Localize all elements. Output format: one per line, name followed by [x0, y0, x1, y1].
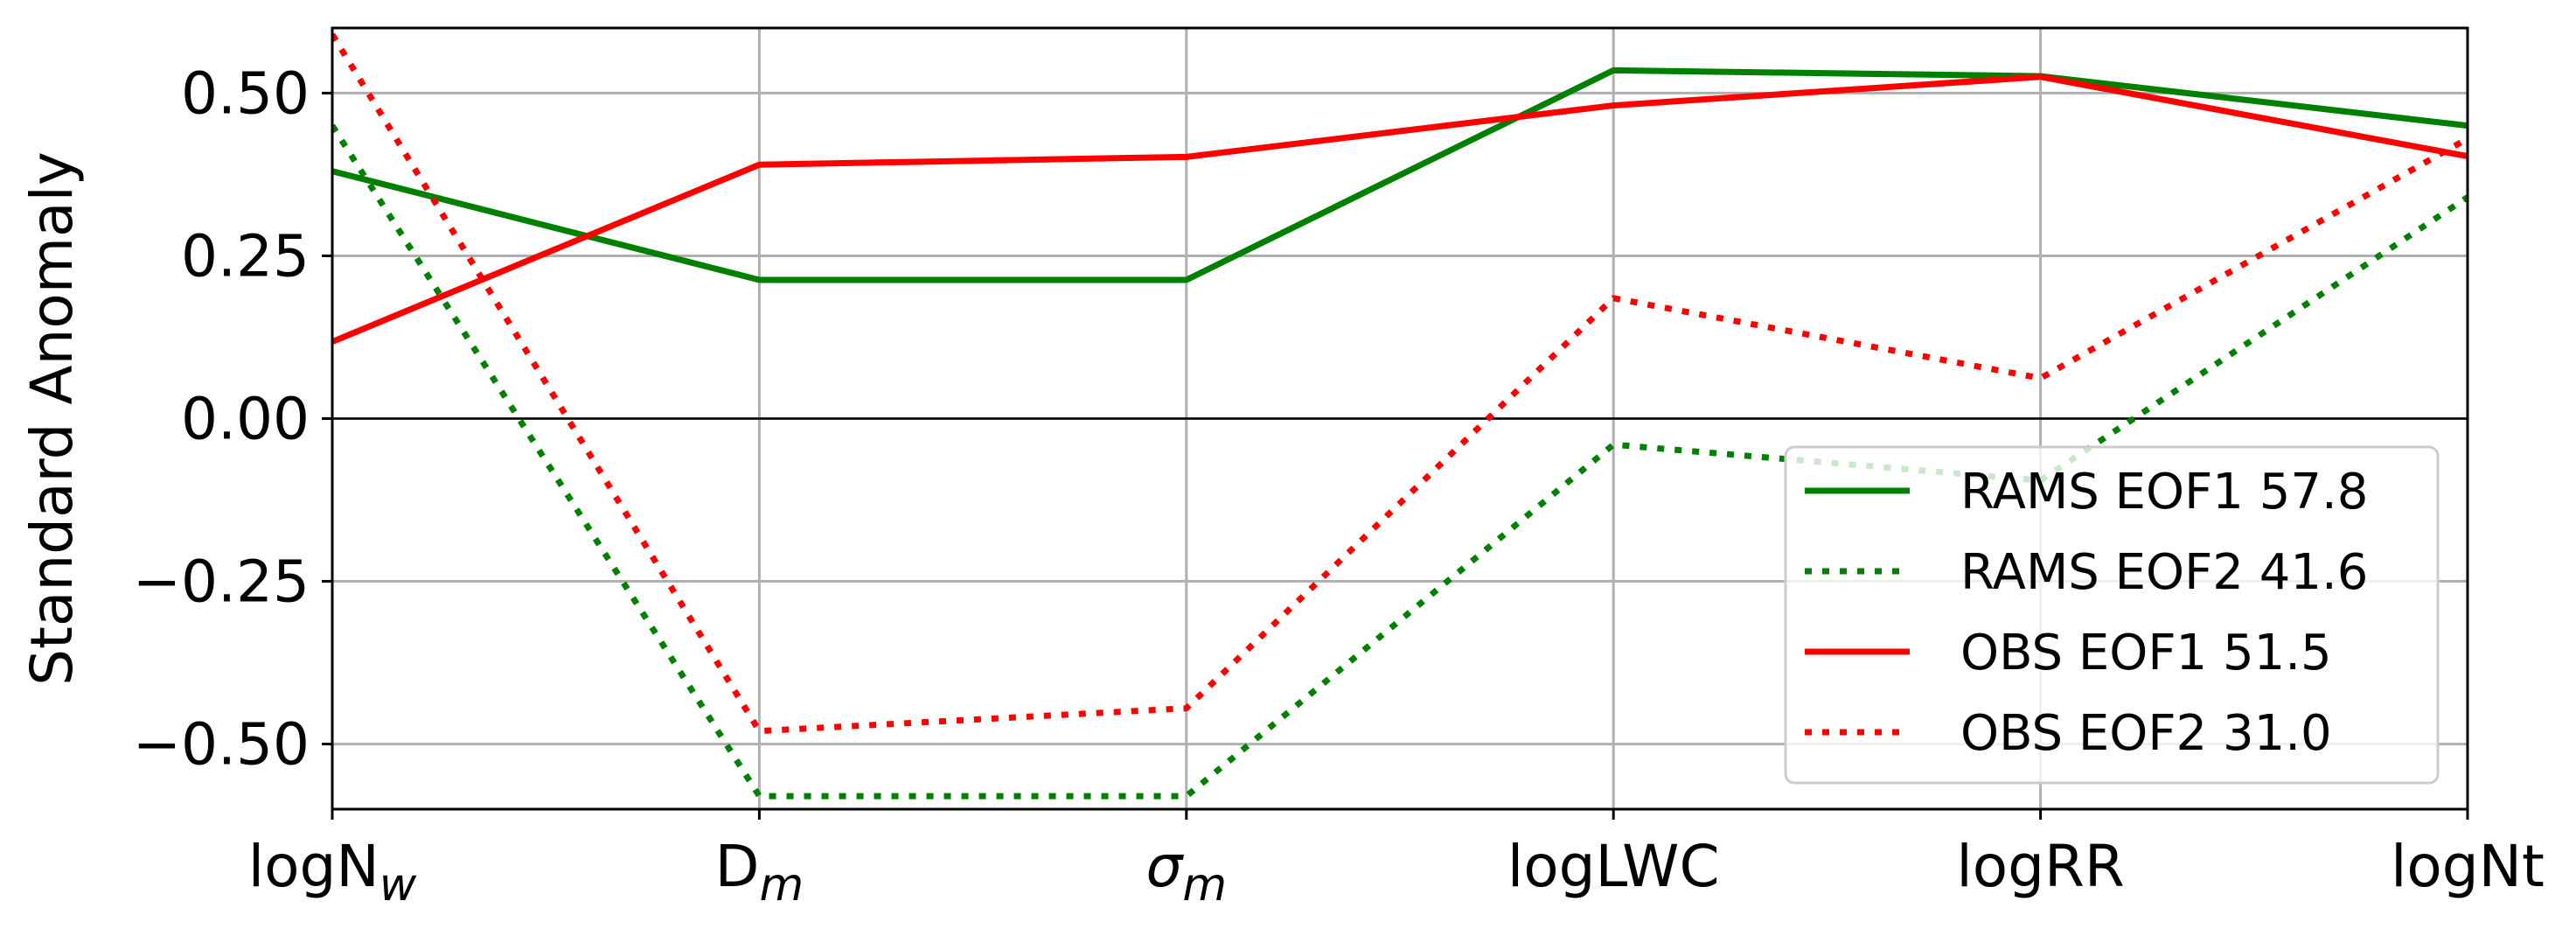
legend-entry-label: OBS EOF2 31.0: [1960, 705, 2332, 762]
x-tick-label: σm: [1146, 833, 1228, 912]
y-tick-label: 0.00: [181, 386, 310, 453]
x-tick-label: Dm: [715, 833, 804, 912]
y-tick-label: 0.50: [181, 59, 310, 127]
series-line-3: [332, 73, 2468, 345]
x-tick-label: logNt: [2391, 833, 2545, 900]
legend-entry-label: RAMS EOF1 57.8: [1960, 464, 2368, 520]
y-axis-title: Standard Anomaly: [18, 151, 86, 686]
legend-entry-label: RAMS EOF2 41.6: [1960, 544, 2368, 601]
tick-layer: logNw Dm σm logLWC logRR logNt −0.50 −0.25 0.00 0…: [133, 59, 2545, 912]
x-tick-label: logLWC: [1507, 833, 1720, 900]
series-line-1: [332, 66, 2468, 283]
x-tick-label: logNw: [248, 833, 417, 912]
legend-entry-label: OBS EOF1 51.5: [1960, 625, 2332, 681]
x-tick-label: logRR: [1956, 833, 2124, 900]
series-line-4: [332, 32, 2468, 735]
y-tick-label: −0.50: [133, 711, 310, 779]
y-tick-label: −0.25: [133, 548, 310, 616]
legend: RAMS EOF1 57.8 RAMS EOF2 41.6 OBS EOF1 51.…: [1784, 445, 2440, 785]
series-layer: [332, 32, 2468, 800]
legend-box: [1784, 445, 2440, 785]
y-tick-label: 0.25: [181, 222, 310, 290]
